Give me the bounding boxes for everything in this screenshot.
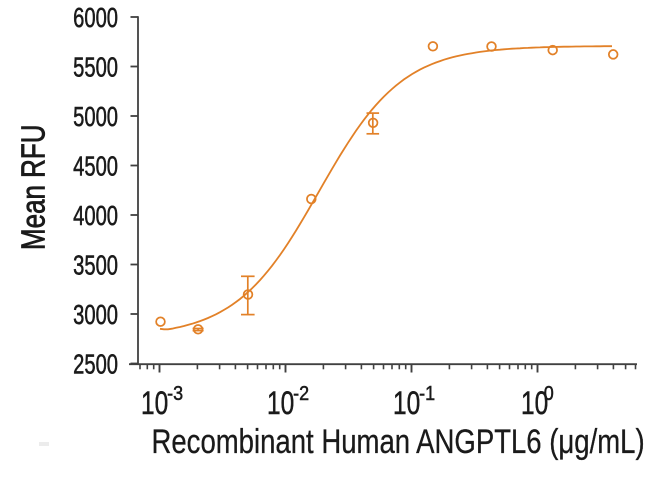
svg-text:10: 10 bbox=[267, 386, 294, 422]
svg-text:Mean RFU: Mean RFU bbox=[16, 124, 53, 250]
svg-text:3000: 3000 bbox=[73, 300, 118, 331]
svg-text:3500: 3500 bbox=[73, 251, 118, 282]
svg-text:Recombinant Human ANGPTL6 (μg/: Recombinant Human ANGPTL6 (μg/mL) bbox=[152, 422, 645, 460]
svg-text:-2: -2 bbox=[293, 383, 309, 405]
svg-text:4500: 4500 bbox=[73, 152, 118, 183]
svg-text:5000: 5000 bbox=[73, 102, 118, 133]
svg-text:-1: -1 bbox=[419, 383, 435, 405]
svg-text:10: 10 bbox=[141, 386, 168, 422]
svg-text:5500: 5500 bbox=[73, 53, 118, 84]
svg-text:2500: 2500 bbox=[73, 350, 118, 381]
svg-text:6000: 6000 bbox=[73, 3, 118, 34]
svg-text:4000: 4000 bbox=[73, 201, 118, 232]
svg-text:10: 10 bbox=[393, 386, 420, 422]
svg-text:-3: -3 bbox=[167, 383, 183, 405]
svg-text:10: 10 bbox=[521, 386, 548, 422]
svg-text:0: 0 bbox=[544, 383, 554, 405]
